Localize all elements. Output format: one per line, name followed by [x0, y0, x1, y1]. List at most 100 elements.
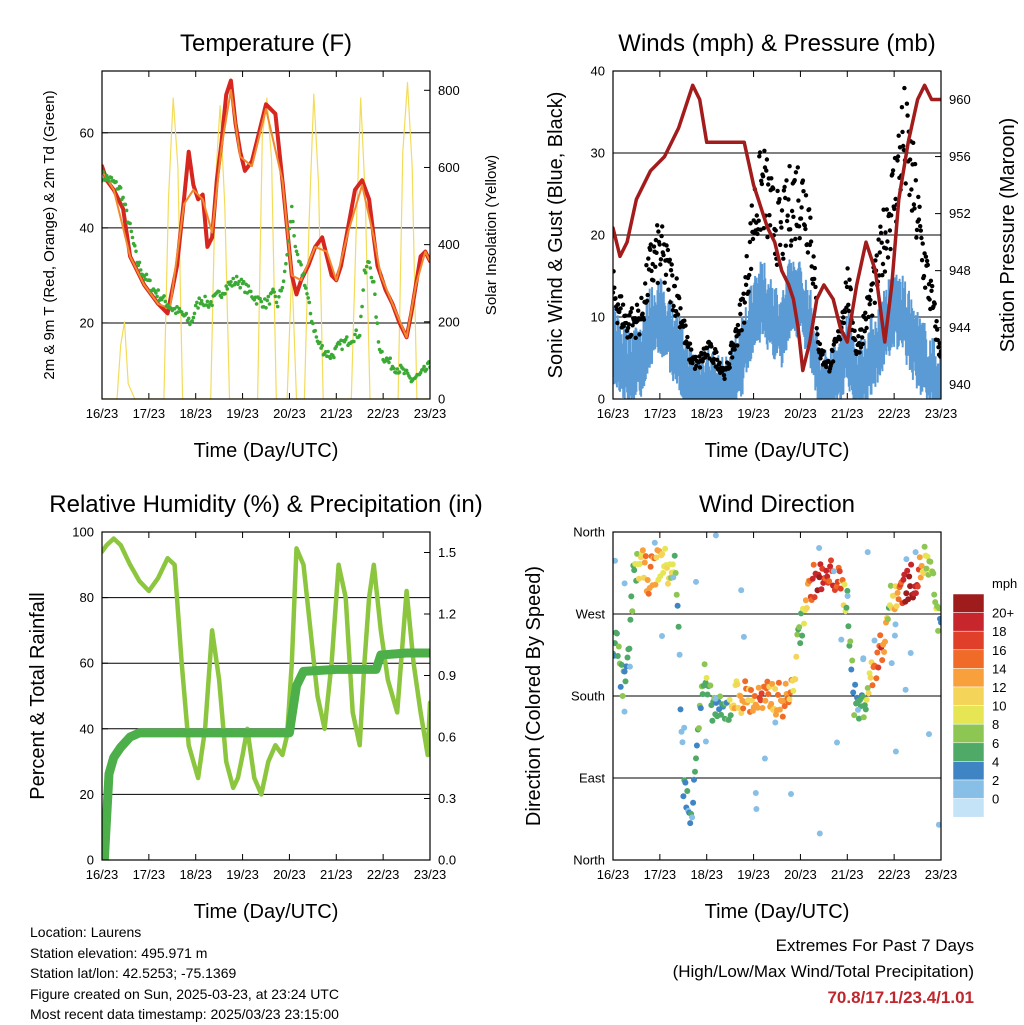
dewpoint-point: [203, 294, 207, 299]
gust-point: [925, 262, 930, 268]
gust-point: [918, 224, 923, 229]
gust-point: [767, 223, 773, 228]
direction-point: [826, 578, 833, 585]
y-tick-label: 20: [80, 787, 94, 802]
dewpoint-point: [193, 303, 198, 308]
gust-point: [779, 208, 785, 213]
gust-point: [873, 258, 878, 263]
dewpoint-point: [114, 180, 118, 184]
direction-point: [740, 705, 747, 712]
gust-point: [870, 281, 876, 286]
gust-point: [899, 105, 905, 110]
y-tick-label: 60: [80, 125, 94, 140]
direction-point: [918, 562, 925, 569]
panel-1-xlabel: Time (Day/UTC): [705, 440, 850, 462]
gust-point: [665, 247, 671, 253]
direction-point: [802, 597, 809, 604]
dewpoint-point: [418, 371, 423, 375]
gust-point: [918, 228, 923, 233]
gust-point: [640, 311, 645, 316]
direction-point: [624, 654, 631, 661]
direction-point: [816, 830, 823, 837]
direction-point: [693, 755, 699, 762]
gust-point: [798, 216, 804, 221]
dewpoint-point: [275, 304, 280, 309]
direction-point: [674, 602, 681, 609]
gust-point: [812, 276, 817, 282]
direction-point: [702, 738, 709, 745]
y-right-tick-label: 956: [949, 149, 971, 164]
gust-point: [651, 278, 656, 283]
gust-point: [860, 341, 865, 347]
y-tick-label: South: [571, 689, 605, 704]
gust-point: [687, 341, 693, 346]
direction-point: [672, 570, 679, 576]
direction-point: [614, 653, 621, 659]
dewpoint-point: [294, 249, 299, 254]
legend-label: 4: [992, 754, 999, 769]
panel-1-ylabel-right: Station Pressure (Maroon): [997, 118, 1019, 353]
direction-point: [725, 716, 732, 723]
gust-point: [924, 258, 930, 264]
dewpoint-point: [186, 316, 191, 321]
direction-point: [631, 567, 638, 574]
gust-point: [909, 187, 914, 192]
gust-point: [773, 228, 778, 233]
direction-point: [772, 719, 779, 726]
y-tick-label: 0: [87, 853, 94, 868]
dewpoint-point: [427, 360, 430, 364]
dewpoint-point: [223, 291, 227, 296]
direction-point: [651, 539, 658, 546]
dewpoint-point: [359, 314, 363, 319]
direction-point: [764, 678, 771, 685]
dewpoint-point: [372, 279, 376, 284]
direction-point: [844, 593, 851, 599]
direction-point: [701, 661, 708, 668]
gust-point: [808, 239, 814, 244]
gust-point: [644, 263, 649, 268]
direction-point: [776, 706, 783, 713]
x-tick-label: 23/23: [925, 406, 958, 421]
legend-swatch: [952, 742, 985, 762]
dewpoint-point: [210, 303, 214, 308]
gust-point: [926, 282, 932, 287]
panel-0-title: Temperature (F): [180, 30, 352, 57]
gust-point: [805, 250, 811, 255]
x-tick-label: 16/23: [597, 406, 630, 421]
direction-point: [884, 616, 891, 623]
direction-point: [900, 576, 907, 583]
direction-point: [679, 739, 686, 746]
direction-point: [867, 674, 874, 681]
x-tick-label: 16/23: [597, 867, 630, 882]
gust-point: [655, 280, 660, 286]
direction-point: [712, 695, 719, 702]
direction-point: [797, 640, 804, 647]
gust-point: [856, 334, 861, 339]
direction-point: [836, 568, 843, 575]
direction-point: [847, 638, 854, 645]
direction-point: [894, 589, 901, 596]
gust-point: [766, 182, 771, 187]
gust-point: [842, 309, 848, 314]
direction-point: [907, 650, 914, 656]
gust-point: [732, 347, 737, 352]
direction-point: [627, 616, 634, 623]
gust-point: [765, 234, 770, 240]
dewpoint-point: [305, 292, 309, 296]
direction-point: [695, 725, 702, 732]
gust-point: [789, 208, 795, 214]
gust-point: [878, 224, 883, 229]
gust-point: [879, 240, 884, 245]
dewpoint-point: [424, 367, 429, 372]
gust-point: [907, 192, 912, 198]
direction-point: [680, 793, 687, 800]
gust-point: [862, 329, 867, 334]
direction-point: [757, 697, 764, 704]
direction-point: [935, 627, 941, 634]
gust-point: [893, 196, 898, 202]
y-right-tick-label: 400: [438, 237, 460, 252]
direction-point: [782, 680, 789, 687]
direction-point: [726, 696, 733, 703]
direction-point: [790, 687, 797, 694]
gust-point: [762, 148, 767, 153]
